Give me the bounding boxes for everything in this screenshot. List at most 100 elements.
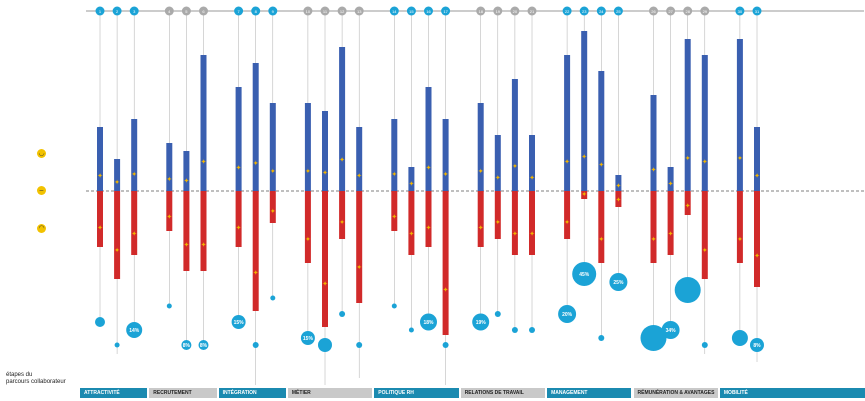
step-number: 21: [530, 9, 535, 14]
bubble: [95, 317, 105, 327]
marker-positive: ✦: [356, 172, 362, 180]
marker-positive: ✦: [512, 163, 518, 171]
bubble-label: 34%: [666, 328, 677, 334]
stages-label-line2: parcours collaborateur: [6, 379, 66, 385]
step-badge: [579, 6, 589, 16]
marker-negative: ✦: [356, 263, 362, 271]
bar-negative: [114, 191, 121, 279]
bar-negative: [269, 191, 276, 223]
bar-negative: [166, 191, 173, 231]
step-number: 4: [168, 9, 171, 14]
bar-positive: [442, 119, 449, 191]
bar-negative: [339, 191, 346, 239]
bubble: [511, 327, 518, 333]
bubble: [300, 331, 315, 345]
bar-negative: [425, 191, 432, 247]
band-attractivit-: Attractivité: [80, 388, 148, 398]
bar-positive: [477, 103, 484, 191]
marker-negative: ✦: [495, 219, 501, 227]
step-number: 16: [426, 9, 431, 14]
bar-positive: [650, 95, 657, 191]
bubble: [114, 342, 120, 348]
bar-negative: [356, 191, 363, 303]
bar-positive: [131, 119, 138, 191]
step-number: 5: [185, 9, 188, 14]
marker-negative: ✦: [512, 230, 518, 238]
bubble: [558, 305, 577, 323]
marker-negative: ✦: [685, 202, 691, 210]
bar-negative: [131, 191, 138, 255]
bar-positive: [97, 127, 103, 191]
marker-negative: ✦: [651, 235, 657, 243]
bar-positive: [356, 127, 363, 191]
marker-positive: ✦: [478, 167, 484, 175]
bar-positive: [339, 47, 346, 191]
bubble: [356, 342, 363, 348]
step-number: 31: [755, 9, 760, 14]
bubble-label: 8%: [183, 343, 191, 349]
step-badge: [251, 6, 261, 16]
step-number: 24: [599, 9, 604, 14]
band-int-gration: Intégration: [218, 388, 286, 398]
step-badge: [649, 6, 658, 16]
bar-positive: [615, 175, 622, 191]
marker-negative: ✦: [97, 224, 103, 232]
step-number: 2: [116, 9, 119, 14]
bar-negative: [754, 191, 760, 287]
marker-negative: ✦: [702, 247, 708, 255]
bar-positive: [511, 79, 518, 191]
bar-negative: [235, 191, 242, 247]
marker-negative: ✦: [253, 269, 259, 277]
step-badge: [613, 6, 623, 16]
bar-positive: [529, 135, 535, 191]
bubble: [731, 330, 748, 346]
step-badge: [752, 6, 762, 16]
bar-negative: [200, 191, 207, 271]
step-number: 9: [272, 9, 275, 14]
bar-negative: [183, 191, 190, 271]
bubble: [166, 303, 172, 309]
bubble-label: 20%: [562, 312, 573, 318]
step-number: 7: [237, 9, 240, 14]
smiley-happy-icon: ◡: [37, 149, 46, 158]
step-badge: [354, 6, 364, 16]
marker-negative: ✦: [478, 224, 484, 232]
bubble: [318, 338, 332, 352]
bubble: [572, 262, 597, 286]
bubble: [181, 340, 192, 350]
marker-negative: ✦: [305, 235, 311, 243]
bar-positive: [322, 111, 328, 191]
step-badge: [596, 6, 606, 16]
band-mobilit-: Mobilité: [719, 388, 865, 398]
bubble: [472, 313, 490, 331]
marker-negative: ✦: [426, 224, 432, 232]
bar-positive: [701, 55, 708, 191]
step-badge: [164, 6, 174, 16]
bubble: [598, 335, 605, 341]
step-badge: [562, 6, 572, 16]
marker-positive: ✦: [183, 177, 189, 185]
marker-positive: ✦: [201, 158, 207, 166]
bar-negative: [667, 191, 674, 255]
step-badge: [181, 6, 191, 16]
bubble: [701, 342, 708, 348]
step-badge: [493, 6, 503, 16]
bubble: [270, 295, 276, 301]
bar-negative: [615, 191, 622, 207]
marker-positive: ✦: [615, 182, 621, 190]
marker-negative: ✦: [391, 213, 397, 221]
bar-negative: [252, 191, 259, 311]
bar-positive: [304, 103, 311, 191]
marker-positive: ✦: [598, 161, 604, 169]
band-recrutement: Recrutement: [149, 388, 217, 398]
marker-positive: ✦: [114, 179, 120, 187]
band-m-tier: Métier: [287, 388, 373, 398]
marker-positive: ✦: [391, 171, 397, 179]
bar-positive: [754, 127, 760, 191]
step-badge: [112, 6, 122, 16]
step-number: 27: [668, 9, 673, 14]
band-politique-rh: Politique RH: [374, 388, 459, 398]
bar-negative: [511, 191, 518, 255]
marker-positive: ✦: [236, 164, 242, 172]
step-number: 30: [738, 9, 743, 14]
